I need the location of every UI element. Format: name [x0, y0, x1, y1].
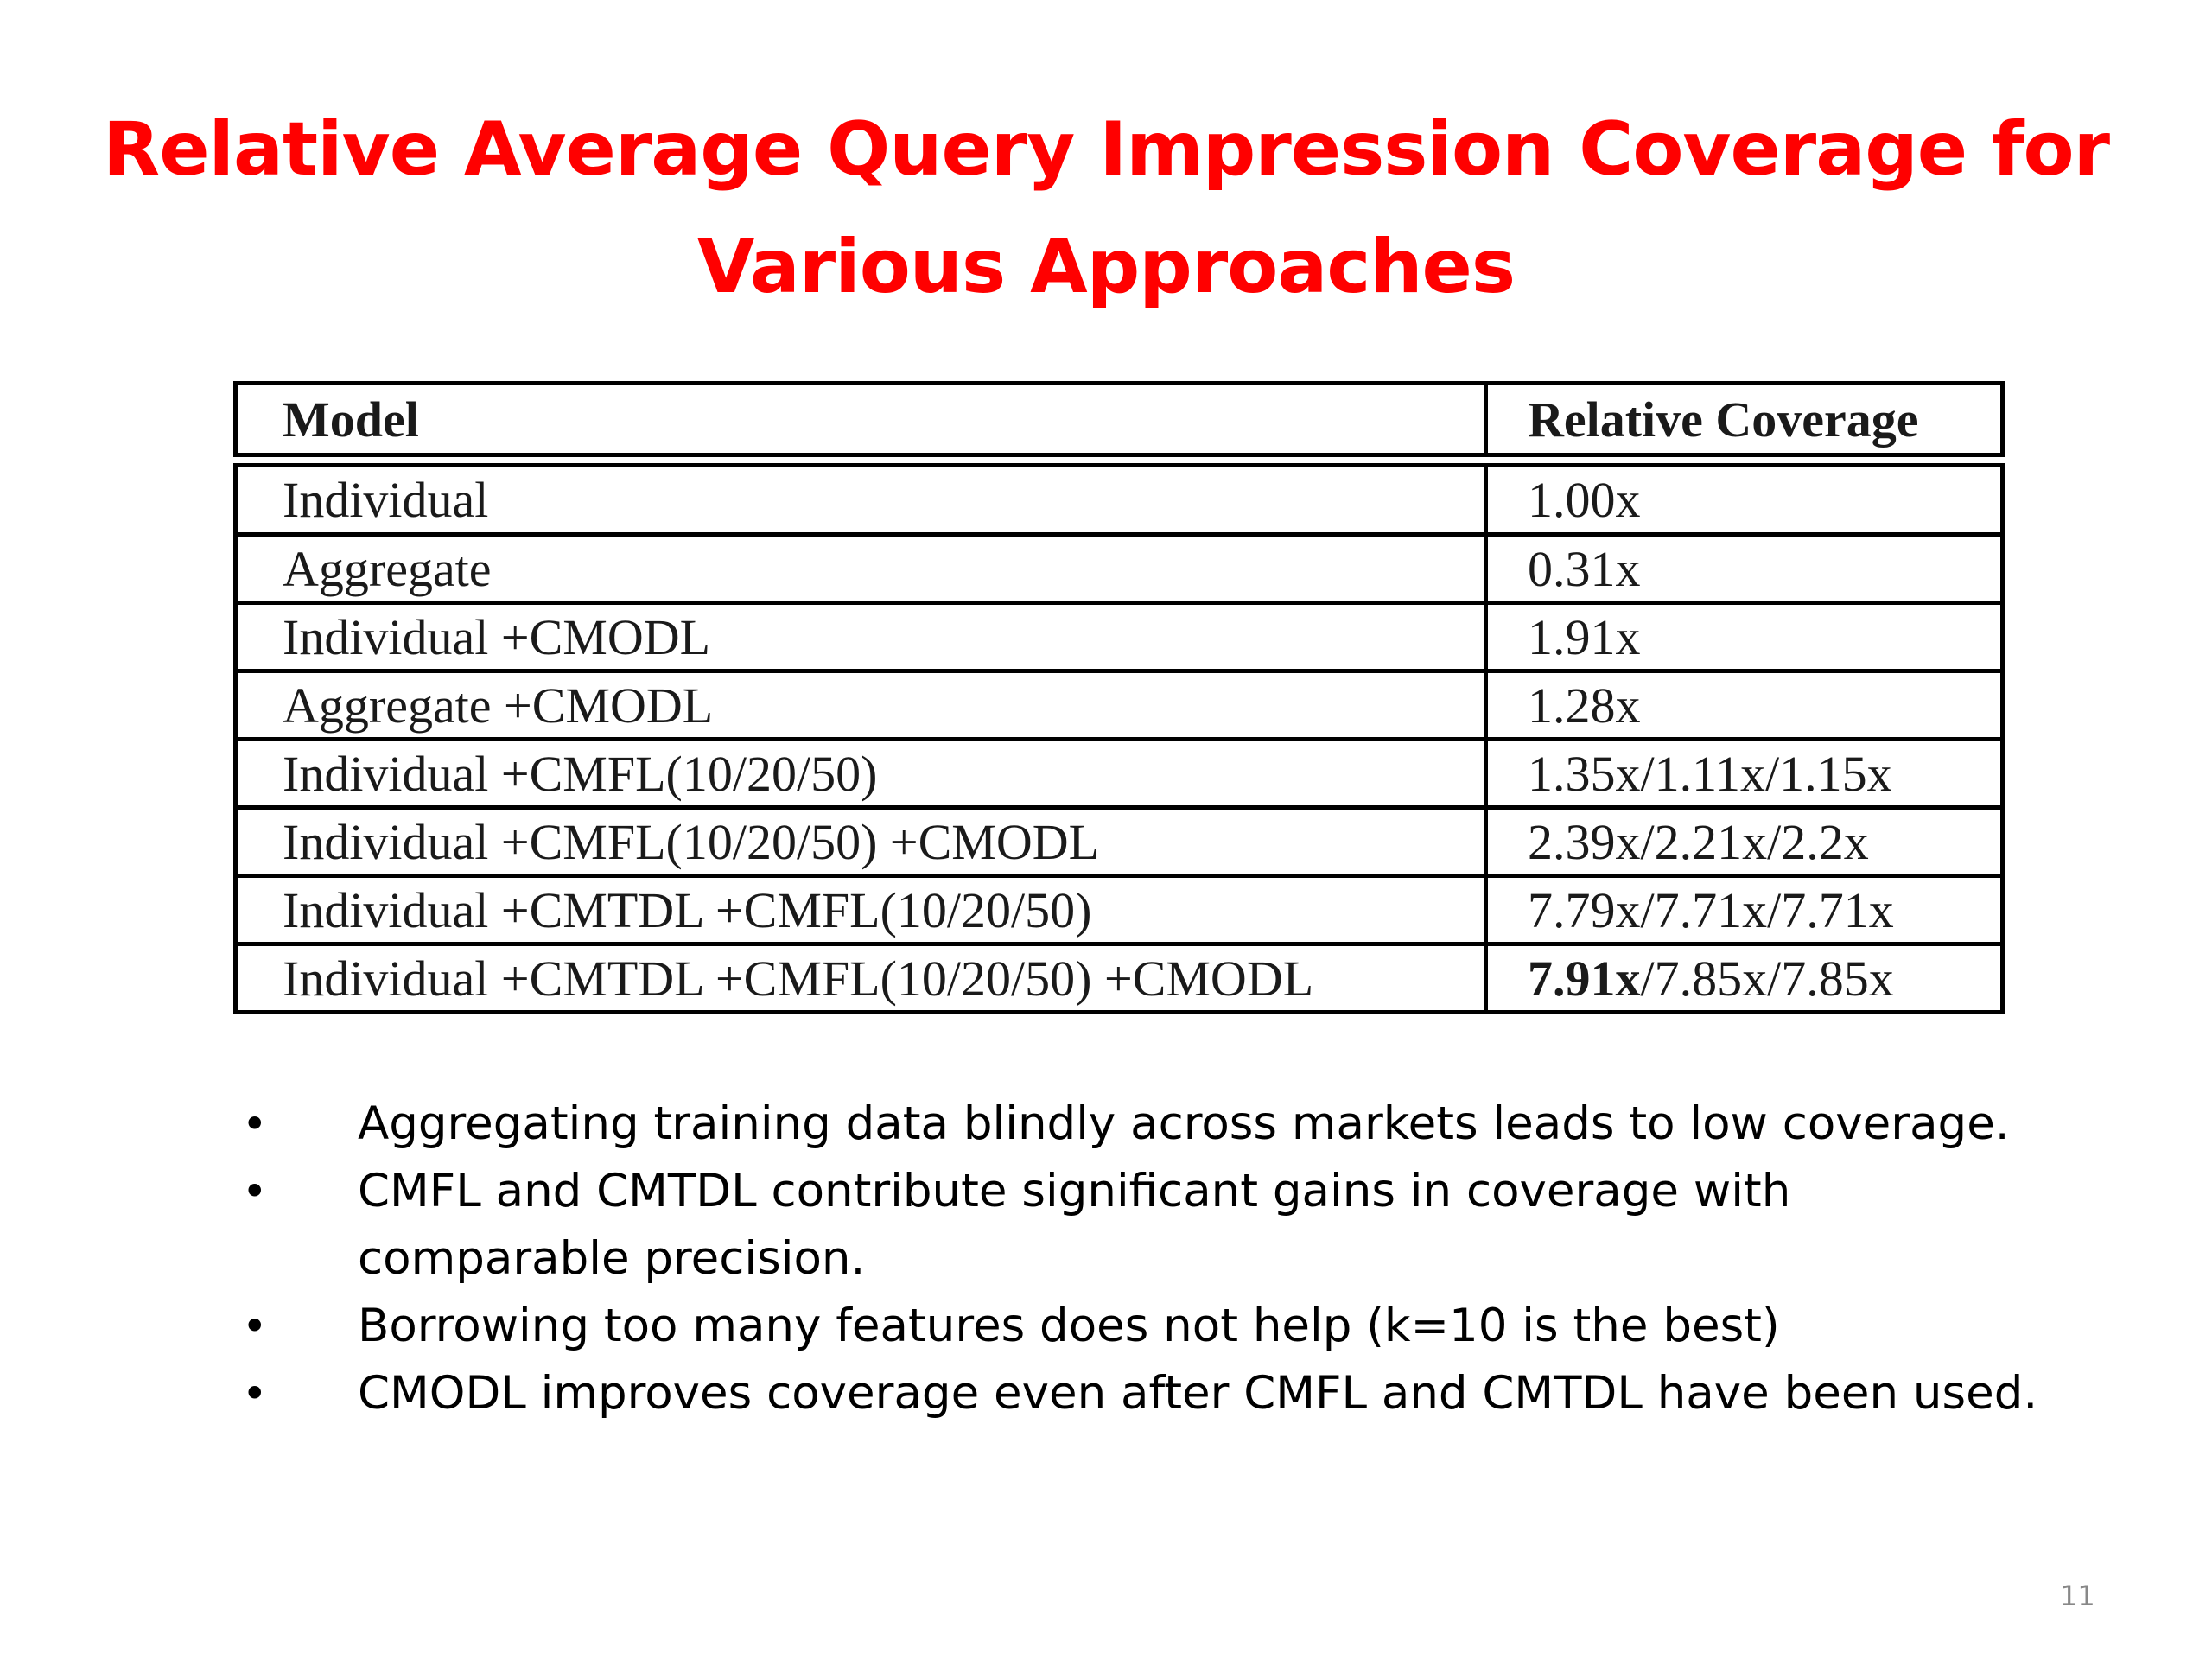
slide-title-line-2: Various Approaches	[696, 224, 1516, 310]
model-cell: Aggregate +CMODL	[283, 677, 714, 734]
bullet-text: CMFL and CMTDL contribute significant ga…	[358, 1165, 1791, 1285]
table-row: Individual +CMTDL +CMFL(10/20/50) 7.79x/…	[233, 874, 2005, 946]
model-cell: Individual +CMODL	[283, 608, 711, 665]
column-divider	[1484, 601, 1488, 673]
column-divider	[1484, 463, 1488, 537]
column-divider	[1484, 874, 1488, 946]
slide-title: Relative Average Query Impression Covera…	[0, 91, 2212, 326]
column-divider	[1484, 737, 1488, 810]
table-header-row: Model Relative Coverage	[233, 381, 2005, 457]
list-item: • Borrowing too many features does not h…	[233, 1293, 2048, 1360]
coverage-cell: 1.00x	[1528, 472, 1641, 528]
list-item: • CMFL and CMTDL contribute significant …	[233, 1158, 1999, 1293]
table-row: Aggregate 0.31x	[233, 532, 2005, 605]
bullet-icon: •	[242, 1099, 268, 1149]
column-divider	[1484, 805, 1488, 878]
model-cell: Individual	[283, 472, 489, 528]
best-coverage-value: 7.91x	[1528, 950, 1641, 1007]
slide-title-line-1: Relative Average Query Impression Covera…	[103, 106, 2110, 193]
table-row: Individual +CMFL(10/20/50) 1.35x/1.11x/1…	[233, 737, 2005, 810]
bullet-text: Borrowing too many features does not hel…	[358, 1300, 1780, 1352]
coverage-cell: 7.91x/7.85x/7.85x	[1528, 946, 1894, 1010]
list-item: • CMODL improves coverage even after CMF…	[233, 1360, 2069, 1427]
table-row: Individual +CMODL 1.91x	[233, 601, 2005, 673]
coverage-cell: 7.79x/7.71x/7.71x	[1528, 881, 1894, 938]
coverage-cell: 0.31x	[1528, 540, 1641, 597]
coverage-cell: 2.39x/2.21x/2.2x	[1528, 813, 1869, 870]
bullet-text: CMODL improves coverage even after CMFL …	[358, 1367, 2038, 1420]
model-cell: Aggregate	[283, 540, 492, 597]
coverage-cell: 1.91x	[1528, 608, 1641, 665]
bullet-icon: •	[242, 1301, 268, 1351]
table-row: Individual +CMTDL +CMFL(10/20/50) +CMODL…	[233, 942, 2005, 1014]
coverage-cell: 1.28x	[1528, 677, 1641, 734]
page-number: 11	[2060, 1580, 2095, 1612]
model-cell: Individual +CMTDL +CMFL(10/20/50)	[283, 881, 1092, 938]
model-cell: Individual +CMFL(10/20/50) +CMODL	[283, 813, 1100, 870]
header-model: Model	[283, 391, 419, 448]
column-divider	[1484, 669, 1488, 741]
bullet-icon: •	[242, 1166, 268, 1217]
model-cell: Individual +CMTDL +CMFL(10/20/50) +CMODL	[283, 950, 1314, 1007]
coverage-rest-values: /7.85x/7.85x	[1640, 950, 1894, 1007]
table-row: Aggregate +CMODL 1.28x	[233, 669, 2005, 741]
bullet-text: Aggregating training data blindly across…	[358, 1097, 2010, 1150]
column-divider	[1484, 381, 1488, 457]
header-relative-coverage: Relative Coverage	[1528, 391, 1919, 448]
bullet-icon: •	[242, 1369, 268, 1419]
table-row: Individual 1.00x	[233, 463, 2005, 537]
list-item: • Aggregating training data blindly acro…	[233, 1090, 2048, 1158]
column-divider	[1484, 532, 1488, 605]
bullet-list: • Aggregating training data blindly acro…	[233, 1090, 2048, 1427]
model-cell: Individual +CMFL(10/20/50)	[283, 745, 878, 802]
coverage-cell: 1.35x/1.11x/1.15x	[1528, 745, 1892, 802]
coverage-table: Model Relative Coverage Individual 1.00x…	[233, 381, 2005, 1014]
column-divider	[1484, 942, 1488, 1014]
table-row: Individual +CMFL(10/20/50) +CMODL 2.39x/…	[233, 805, 2005, 878]
